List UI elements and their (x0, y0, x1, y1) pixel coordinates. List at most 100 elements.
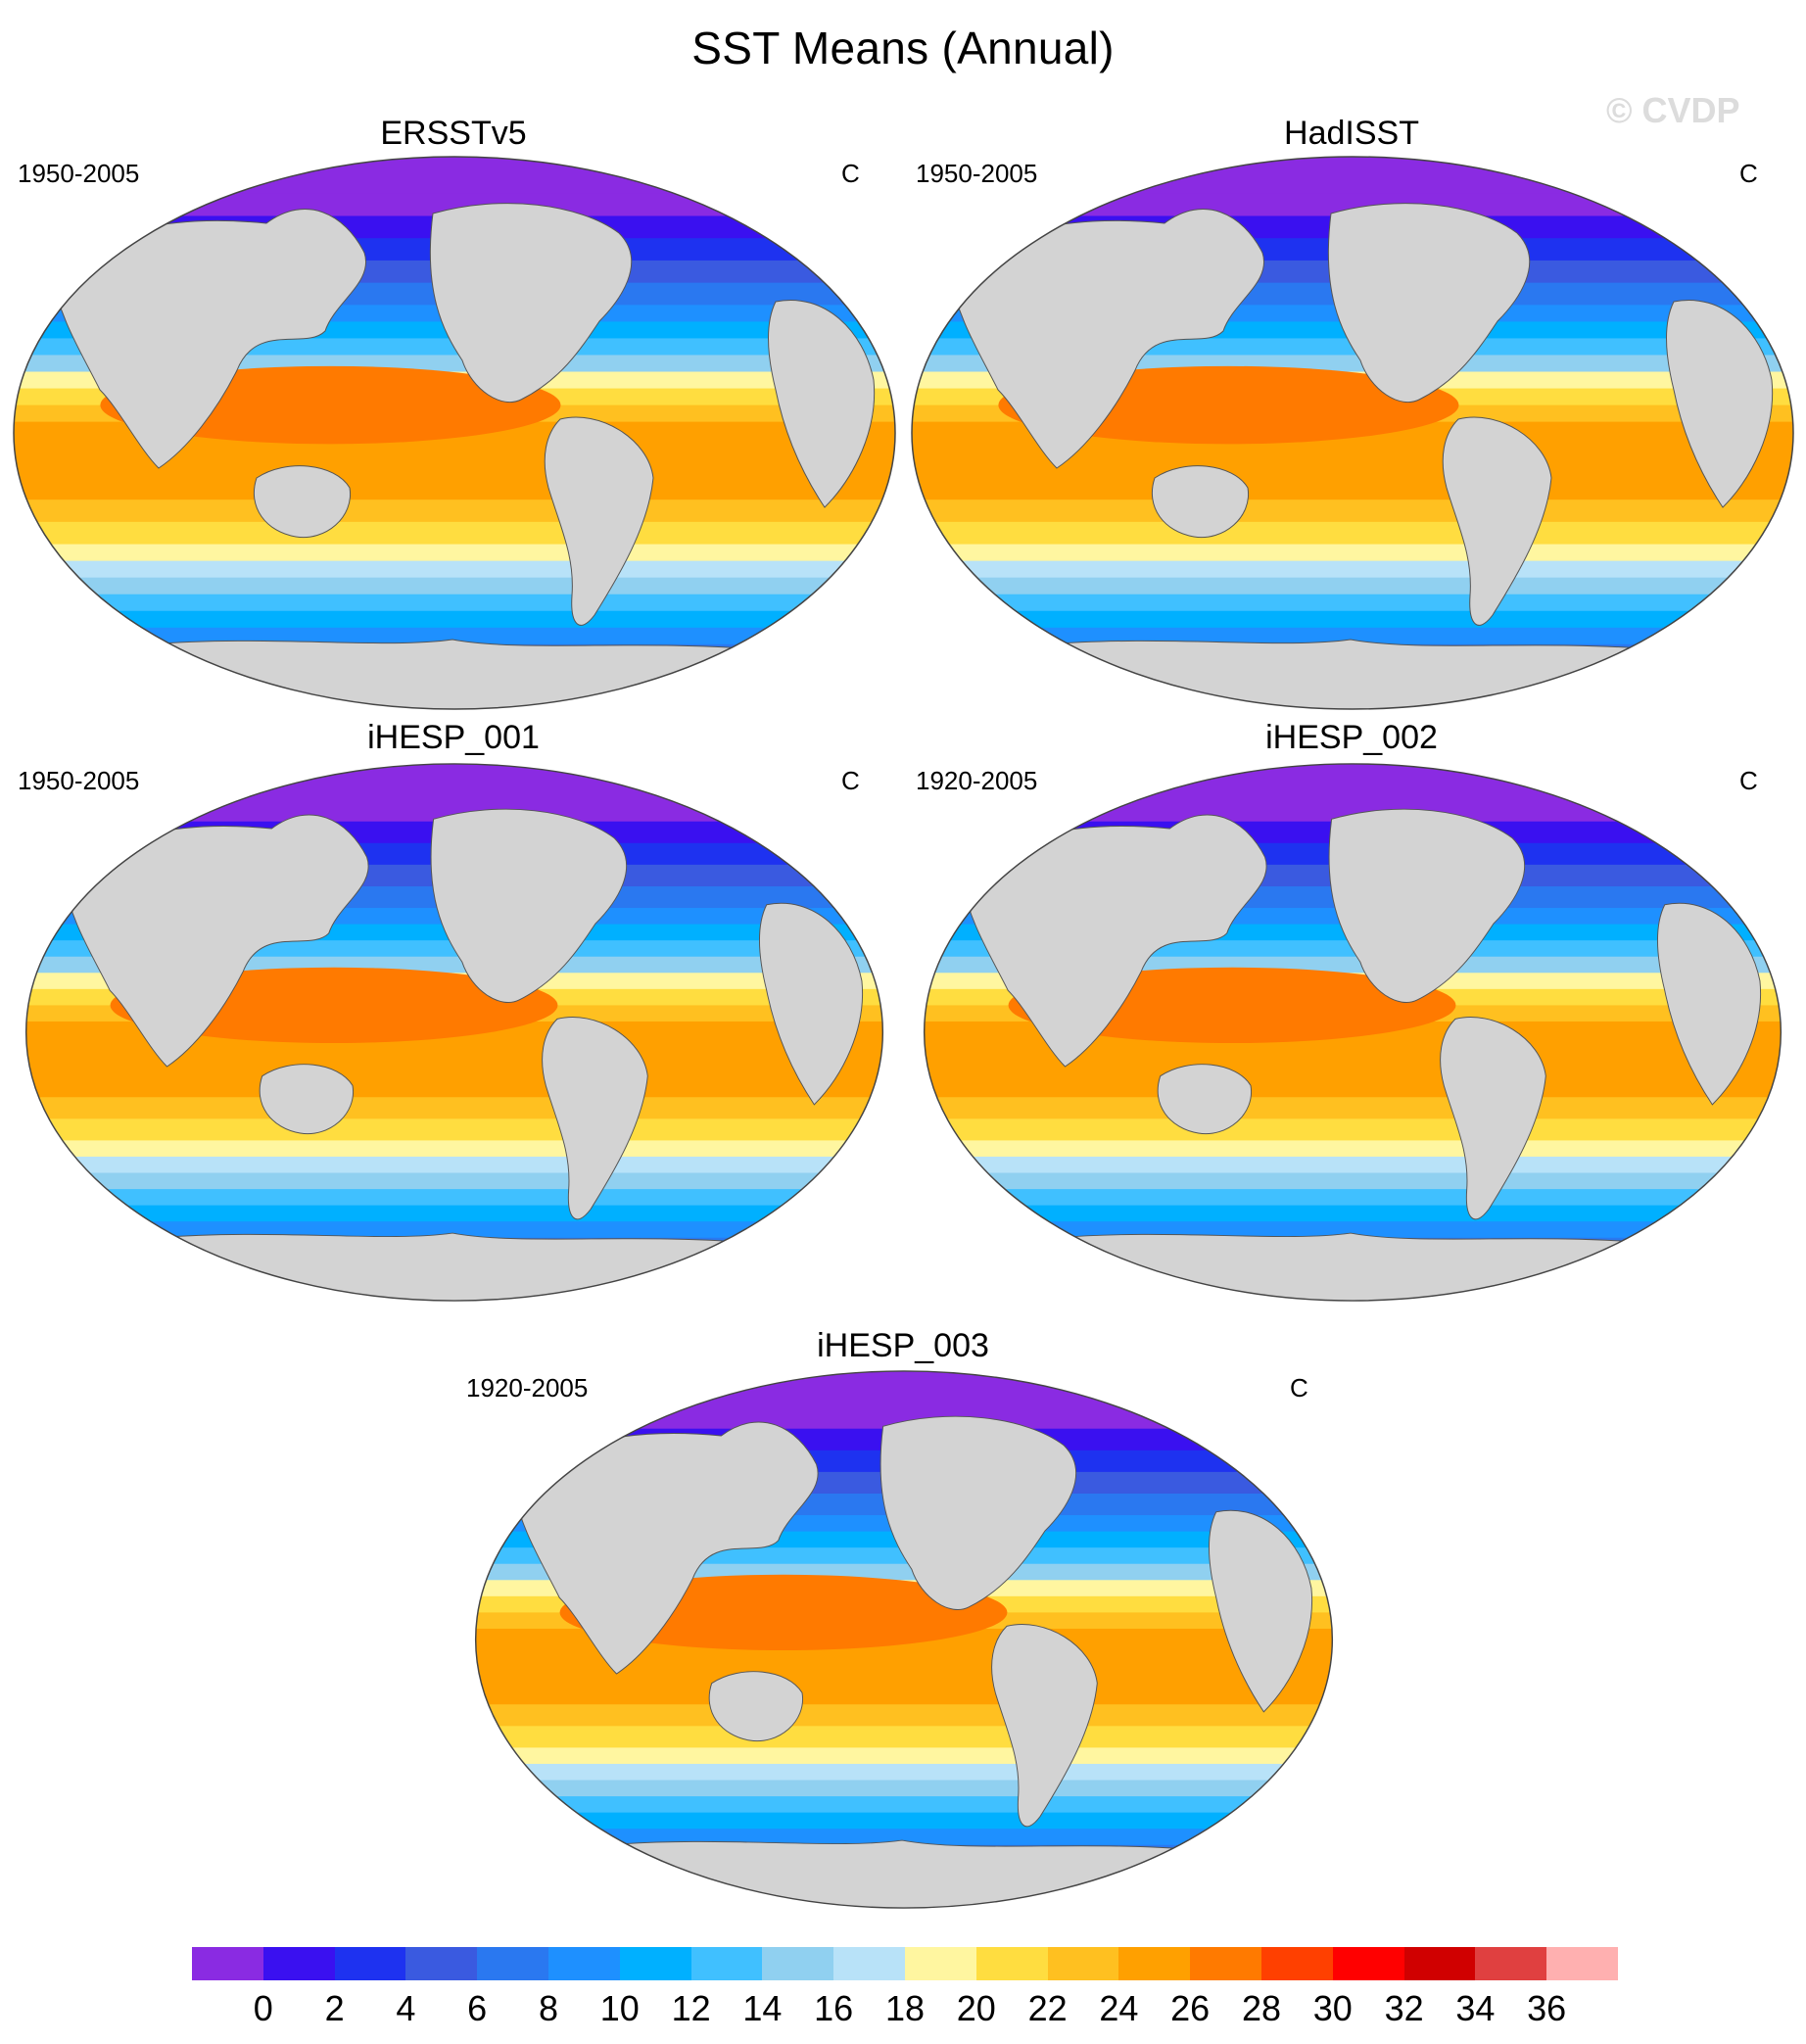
land-mass (768, 300, 876, 508)
colorbar-tick-label: 2 (324, 1988, 345, 2028)
land-mass (960, 814, 1267, 1068)
land-mass (1442, 416, 1552, 626)
colorbar-swatch (477, 1947, 548, 1980)
sst-band (25, 1140, 883, 1158)
colorbar-swatch (690, 1947, 763, 1980)
land-mass (1656, 902, 1762, 1106)
sst-band (475, 1370, 1333, 1408)
colorbar-swatch (547, 1947, 620, 1980)
colorbar-swatch (762, 1947, 834, 1980)
land-mass (879, 1415, 1076, 1610)
colorbar-swatch (1118, 1947, 1191, 1980)
colorbar-tick-label: 14 (742, 1988, 783, 2028)
sst-band (924, 763, 1782, 801)
sst-band (14, 193, 895, 217)
sst-band (924, 1097, 1782, 1120)
sst-band (475, 1812, 1333, 1830)
land-mass (1328, 808, 1525, 1003)
sst-band (475, 1677, 1333, 1706)
sst-band (924, 1156, 1782, 1174)
sst-band (924, 1118, 1782, 1142)
sst-band (912, 577, 1793, 595)
panel-title: HadISST (1284, 115, 1419, 152)
watermark: © CVDP (1606, 90, 1740, 130)
map-outline (923, 763, 1782, 1302)
panel-title: iHESP_001 (367, 719, 540, 756)
panel-unit: C (1739, 159, 1758, 188)
sst-band (25, 1205, 883, 1223)
colorbar-swatch (975, 1947, 1048, 1980)
sst-band (912, 544, 1793, 562)
sst-band (25, 1172, 883, 1191)
colorbar-swatch (334, 1947, 406, 1980)
sst-band (475, 1747, 1333, 1765)
panel-unit: C (841, 766, 860, 795)
colorbar-swatch (262, 1947, 335, 1980)
map-outline (24, 763, 884, 1302)
sst-band (475, 1726, 1333, 1749)
sst-band (912, 193, 1793, 217)
sst-band (14, 544, 895, 562)
colorbar-tick-label: 6 (467, 1988, 488, 2028)
colorbar-swatch (1403, 1947, 1476, 1980)
land-mass (991, 1624, 1098, 1828)
map-outline (13, 156, 896, 710)
colorbar-swatch (904, 1947, 976, 1980)
colorbar-tick-label: 26 (1170, 1988, 1211, 2028)
sst-band (475, 1406, 1333, 1430)
land-mass (1151, 465, 1249, 539)
sst-band (25, 1156, 883, 1174)
sst-band (475, 1704, 1333, 1728)
sst-band (924, 1070, 1782, 1099)
colorbar-tick-label: 8 (538, 1988, 559, 2028)
land-mass (1666, 300, 1774, 508)
panel-period: 1950-2005 (18, 159, 140, 188)
land-mass (511, 1421, 819, 1675)
colorbar-swatch (405, 1947, 478, 1980)
sst-band (475, 1796, 1333, 1814)
sst-band (25, 1070, 883, 1099)
panel-title: iHESP_003 (817, 1327, 989, 1364)
colorbar-swatch (1260, 1947, 1333, 1980)
sst-band (912, 610, 1793, 629)
colorbar-tick-label: 34 (1455, 1988, 1496, 2028)
sst-band (25, 1189, 883, 1207)
land-mass (253, 465, 351, 539)
sst-band (25, 1097, 883, 1120)
land-mass (708, 1671, 803, 1742)
panel-unit: C (1739, 766, 1758, 795)
sst-band (924, 1140, 1782, 1158)
colorbar-swatch (1047, 1947, 1119, 1980)
land-mass (1440, 1017, 1546, 1220)
land-mass (1327, 203, 1531, 404)
colorbar-tick-label: 22 (1027, 1988, 1068, 2028)
colorbar-tick-label: 28 (1241, 1988, 1282, 2028)
colorbar-swatch (1475, 1947, 1547, 1980)
land-mass (1208, 1509, 1313, 1713)
sst-band (25, 763, 883, 801)
sst-band (924, 1172, 1782, 1191)
colorbar-tick-label: 4 (396, 1988, 416, 2028)
panel-period: 1950-2005 (916, 159, 1038, 188)
sst-band (912, 471, 1793, 501)
sst-band (912, 594, 1793, 612)
sst-band (14, 594, 895, 612)
sst-band (924, 799, 1782, 823)
colorbar-swatch (833, 1947, 905, 1980)
sst-band (912, 157, 1793, 195)
sst-map (24, 763, 884, 1302)
sst-band (25, 1118, 883, 1142)
land-mass (948, 209, 1265, 469)
colorbar-tick-label: 24 (1099, 1988, 1139, 2028)
colorbar-tick-label: 20 (956, 1988, 996, 2028)
sst-band (475, 1763, 1333, 1782)
sst-map (923, 763, 1782, 1302)
panel-title: ERSSTv5 (380, 115, 527, 152)
colorbar-tick-label: 10 (599, 1988, 640, 2028)
map-outline (911, 156, 1794, 710)
map-outline (474, 1370, 1334, 1909)
land-mass (429, 203, 633, 404)
panel-period: 1950-2005 (18, 766, 140, 795)
colorbar-tick-label: 18 (884, 1988, 926, 2028)
colorbar-swatch (192, 1947, 263, 1980)
